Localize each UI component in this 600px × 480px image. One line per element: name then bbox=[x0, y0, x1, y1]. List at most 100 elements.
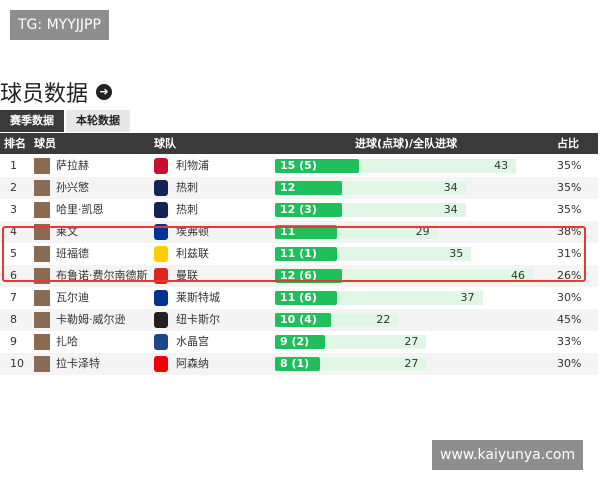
player-name: 孙兴慜 bbox=[56, 181, 89, 194]
goals-label: 9 (2) bbox=[280, 335, 310, 348]
column-header: 占比 bbox=[557, 137, 579, 150]
goals-label: 11 (6) bbox=[280, 291, 317, 304]
team-goals-label: 27 bbox=[404, 335, 419, 348]
player-name: 拉卡泽特 bbox=[56, 357, 100, 370]
goals-bar bbox=[275, 203, 343, 217]
share: 38% bbox=[557, 225, 582, 238]
column-header: 球员 bbox=[34, 137, 56, 150]
goals-label: 8 (1) bbox=[280, 357, 310, 370]
goals-bar bbox=[275, 225, 337, 239]
goals-label: 12 (3) bbox=[280, 203, 317, 216]
share: 45% bbox=[557, 313, 582, 326]
rank: 4 bbox=[10, 225, 17, 238]
player-name: 班福德 bbox=[56, 247, 89, 260]
player-name: 萨拉赫 bbox=[56, 159, 89, 172]
player-avatar bbox=[34, 246, 50, 262]
player-avatar bbox=[34, 290, 50, 306]
player-name: 莱文 bbox=[56, 225, 78, 238]
goals-label: 12 (6) bbox=[280, 269, 317, 282]
goals-bar bbox=[275, 269, 343, 283]
goals-bar bbox=[275, 159, 360, 173]
player-name: 瓦尔迪 bbox=[56, 291, 89, 304]
share: 35% bbox=[557, 203, 582, 216]
table-row: 5 班福德 利兹联 35 11 (1) 31% bbox=[0, 243, 598, 265]
player-name: 卡勒姆·威尔逊 bbox=[56, 313, 126, 326]
tab[interactable]: 本轮数据 bbox=[66, 110, 130, 132]
player-name: 布鲁诺·费尔南德斯 bbox=[56, 269, 148, 282]
watermark: TG: MYYJJPP bbox=[10, 10, 109, 40]
player-avatar bbox=[34, 224, 50, 240]
player-avatar bbox=[34, 312, 50, 328]
team-goals-label: 22 bbox=[376, 313, 391, 326]
team-logo bbox=[154, 202, 168, 218]
team-name: 利物浦 bbox=[176, 159, 209, 172]
goals-bar bbox=[275, 247, 337, 261]
table-header: 排名 球员 球队 进球(点球)/全队进球 占比 bbox=[0, 133, 598, 154]
goals-label: 12 bbox=[280, 181, 296, 194]
goals-bar bbox=[275, 357, 320, 371]
goals-label: 11 bbox=[280, 225, 296, 238]
tab[interactable]: 赛季数据 bbox=[0, 110, 64, 132]
rank: 7 bbox=[10, 291, 17, 304]
team-name: 水晶宫 bbox=[176, 335, 209, 348]
table-row: 9 扎哈 水晶宫 27 9 (2) 33% bbox=[0, 331, 598, 353]
goals-label: 11 (1) bbox=[280, 247, 317, 260]
share: 35% bbox=[557, 159, 582, 172]
player-avatar bbox=[34, 158, 50, 174]
table-row: 2 孙兴慜 热刺 34 12 35% bbox=[0, 177, 598, 199]
goals-label: 15 (5) bbox=[280, 159, 317, 172]
team-goals-label: 34 bbox=[443, 181, 458, 194]
team-name: 纽卡斯尔 bbox=[176, 313, 220, 326]
player-avatar bbox=[34, 180, 50, 196]
goals-bar bbox=[275, 291, 337, 305]
rank: 9 bbox=[10, 335, 17, 348]
team-name: 热刺 bbox=[176, 203, 198, 216]
player-avatar bbox=[34, 356, 50, 372]
team-goals-label: 46 bbox=[511, 269, 525, 282]
share: 30% bbox=[557, 291, 582, 304]
highlight-box bbox=[2, 226, 586, 282]
team-logo bbox=[154, 312, 168, 328]
team-goals-label: 34 bbox=[443, 203, 458, 216]
table-row: 10 拉卡泽特 阿森纳 27 8 (1) 30% bbox=[0, 353, 598, 375]
column-header: 球队 bbox=[154, 137, 176, 150]
rank: 6 bbox=[10, 269, 17, 282]
team-name: 曼联 bbox=[176, 269, 198, 282]
rank: 1 bbox=[10, 159, 17, 172]
team-goals-label: 27 bbox=[404, 357, 419, 370]
team-logo bbox=[154, 158, 168, 174]
more-arrow[interactable]: ➜ bbox=[96, 84, 112, 100]
share: 30% bbox=[557, 357, 582, 370]
team-logo bbox=[154, 290, 168, 306]
table-row: 3 哈里·凯恩 热刺 34 12 (3) 35% bbox=[0, 199, 598, 221]
page-title: 球员数据 bbox=[0, 82, 89, 107]
team-name: 利兹联 bbox=[176, 247, 209, 260]
team-logo bbox=[154, 224, 168, 240]
share: 26% bbox=[557, 269, 582, 282]
share: 35% bbox=[557, 181, 582, 194]
column-header: 进球(点球)/全队进球 bbox=[355, 137, 458, 150]
rank: 5 bbox=[10, 247, 17, 260]
rank: 10 bbox=[10, 357, 24, 370]
player-avatar bbox=[34, 202, 50, 218]
share: 33% bbox=[557, 335, 582, 348]
table-row: 8 卡勒姆·威尔逊 纽卡斯尔 22 10 (4) 45% bbox=[0, 309, 598, 331]
share: 31% bbox=[557, 247, 582, 260]
team-goals-label: 29 bbox=[415, 225, 430, 238]
team-goals-label: 43 bbox=[494, 159, 509, 172]
team-name: 莱斯特城 bbox=[176, 291, 220, 304]
team-name: 阿森纳 bbox=[176, 357, 209, 370]
team-name: 埃弗顿 bbox=[176, 225, 209, 238]
goals-bar bbox=[275, 335, 326, 349]
team-goals-label: 35 bbox=[449, 247, 464, 260]
team-logo bbox=[154, 246, 168, 262]
player-avatar bbox=[34, 334, 50, 350]
rank: 2 bbox=[10, 181, 17, 194]
table-row: 1 萨拉赫 利物浦 43 15 (5) 35% bbox=[0, 155, 598, 177]
watermark: www.kaiyunya.com bbox=[432, 440, 584, 470]
team-goals-label: 37 bbox=[460, 291, 475, 304]
team-name: 热刺 bbox=[176, 181, 198, 194]
rank: 3 bbox=[10, 203, 17, 216]
goals-bar bbox=[275, 181, 343, 195]
player-name: 扎哈 bbox=[56, 335, 78, 348]
